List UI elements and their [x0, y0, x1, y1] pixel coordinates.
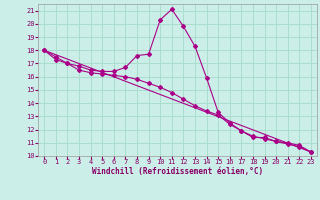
X-axis label: Windchill (Refroidissement éolien,°C): Windchill (Refroidissement éolien,°C) [92, 167, 263, 176]
